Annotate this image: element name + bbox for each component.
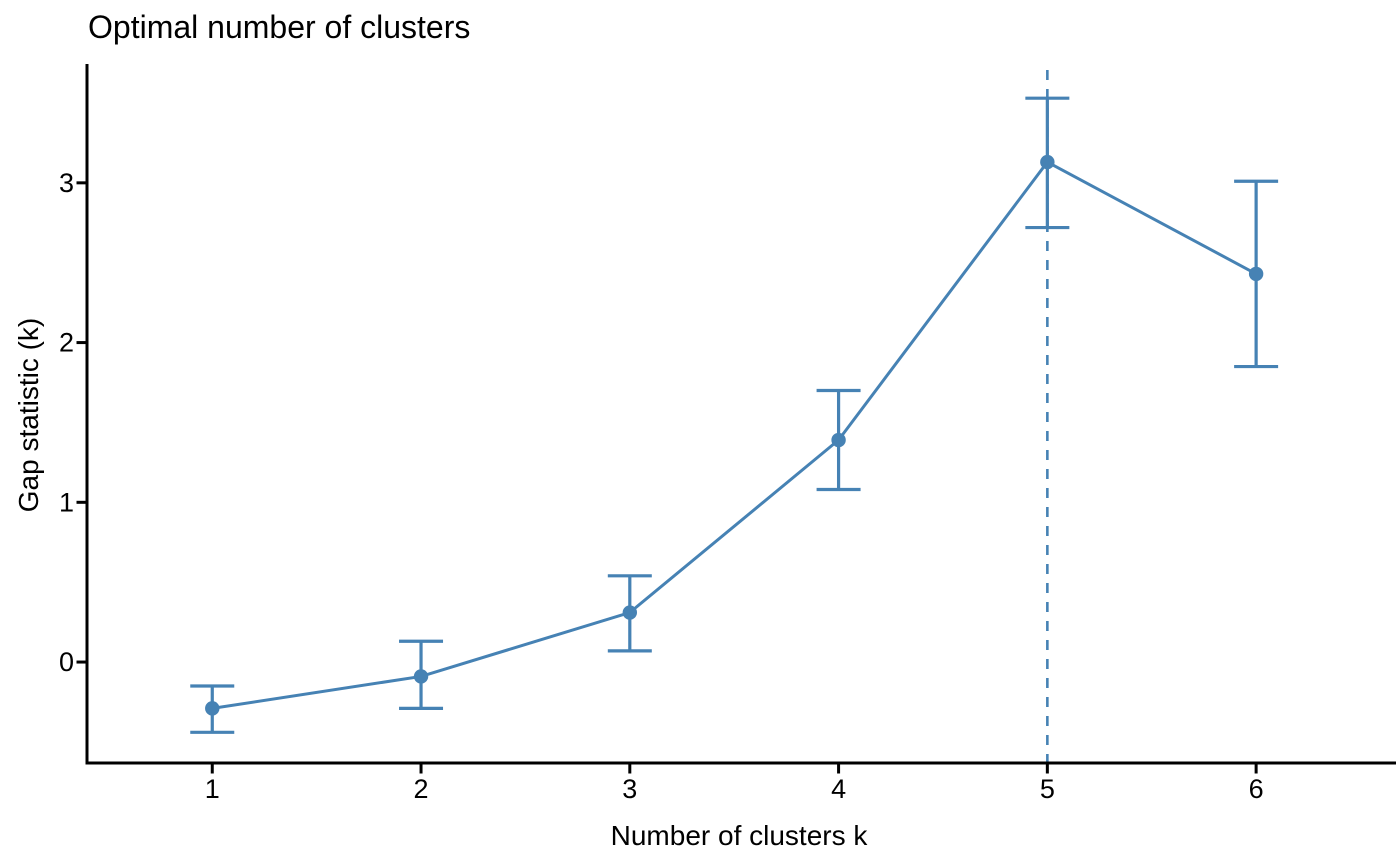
x-tick-label: 1 bbox=[205, 774, 220, 804]
data-point bbox=[413, 669, 429, 684]
gap-line bbox=[212, 160, 1257, 710]
plot-layer: 1 2 3 4 5 6 0 1 2 3 bbox=[59, 64, 1396, 804]
data-point bbox=[205, 701, 220, 716]
data-point bbox=[622, 605, 638, 620]
y-axis-title: Gap statistic (k) bbox=[13, 318, 44, 512]
y-tick-label: 0 bbox=[59, 647, 74, 677]
chart-title: Optimal number of clusters bbox=[88, 9, 470, 45]
x-tick-label: 3 bbox=[622, 774, 637, 804]
x-tick-label: 5 bbox=[1040, 774, 1055, 804]
y-tick-label: 3 bbox=[59, 168, 74, 198]
x-tick-label: 6 bbox=[1249, 774, 1264, 804]
y-tick-label: 1 bbox=[59, 487, 74, 517]
y-tick-label: 2 bbox=[59, 328, 74, 358]
data-point bbox=[1040, 154, 1055, 170]
data-point bbox=[1248, 266, 1264, 282]
x-axis-title: Number of clusters k bbox=[611, 820, 869, 851]
x-tick-label: 2 bbox=[414, 774, 429, 804]
x-tick-label: 4 bbox=[831, 774, 846, 804]
data-point bbox=[831, 432, 846, 448]
